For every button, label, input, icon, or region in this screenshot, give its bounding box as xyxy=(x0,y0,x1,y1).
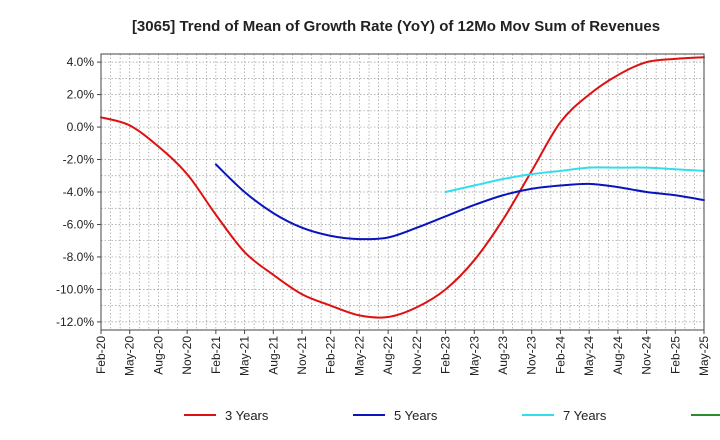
x-tick-label: Nov-21 xyxy=(295,336,309,375)
legend-label-7-years: 7 Years xyxy=(563,408,607,423)
x-tick-label: Aug-22 xyxy=(381,336,395,375)
plot-border xyxy=(100,53,705,331)
y-tick-label: 0.0% xyxy=(67,120,95,134)
y-tick-label: -10.0% xyxy=(56,282,94,296)
x-tick-label: May-25 xyxy=(697,336,711,376)
x-axis-ticks: Feb-20 May-20 Aug-20 Nov-20 Feb-21 May-21 Aug-… xyxy=(94,330,711,376)
y-tick-label: -8.0% xyxy=(63,250,95,264)
x-tick-label: Feb-21 xyxy=(209,336,223,374)
y-tick-label: -6.0% xyxy=(63,217,95,231)
x-tick-label: Aug-24 xyxy=(611,336,625,375)
x-tick-label: Feb-23 xyxy=(439,336,453,374)
x-tick-label: May-24 xyxy=(582,336,596,376)
series-line-5-years xyxy=(214,163,705,241)
x-tick-label: Aug-20 xyxy=(151,336,165,375)
x-tick-label: Feb-20 xyxy=(94,336,108,374)
x-tick-label: Nov-24 xyxy=(640,336,654,375)
x-tick-label: May-21 xyxy=(238,336,252,376)
grid xyxy=(100,54,705,330)
legend-label-5-years: 5 Years xyxy=(394,408,438,423)
series-line-3-years xyxy=(100,56,705,319)
x-tick-label: Feb-24 xyxy=(553,336,567,374)
x-tick-label: May-20 xyxy=(123,336,137,376)
x-tick-label: Nov-20 xyxy=(180,336,194,375)
y-tick-label: 4.0% xyxy=(67,55,95,69)
x-tick-label: Feb-22 xyxy=(324,336,338,374)
y-tick-label: -2.0% xyxy=(63,153,95,167)
series-line-7-years xyxy=(444,166,705,193)
x-tick-label: May-23 xyxy=(467,336,481,376)
y-tick-label: -12.0% xyxy=(56,315,94,329)
y-axis-ticks: 4.0% 2.0% 0.0% -2.0% -4.0% -6.0% -8.0% -10.0% -1… xyxy=(56,55,101,329)
x-tick-label: Nov-23 xyxy=(525,336,539,375)
x-tick-label: Feb-25 xyxy=(668,336,682,374)
legend-label-3-years: 3 Years xyxy=(225,408,269,423)
chart-title: [3065] Trend of Mean of Growth Rate (YoY… xyxy=(132,18,660,35)
y-tick-label: -4.0% xyxy=(63,185,95,199)
x-tick-label: Aug-21 xyxy=(266,336,280,375)
x-tick-label: May-22 xyxy=(352,336,366,376)
x-tick-label: Aug-23 xyxy=(496,336,510,375)
x-tick-label: Nov-22 xyxy=(410,336,424,375)
y-tick-label: 2.0% xyxy=(67,88,95,102)
series-lines xyxy=(100,56,705,319)
